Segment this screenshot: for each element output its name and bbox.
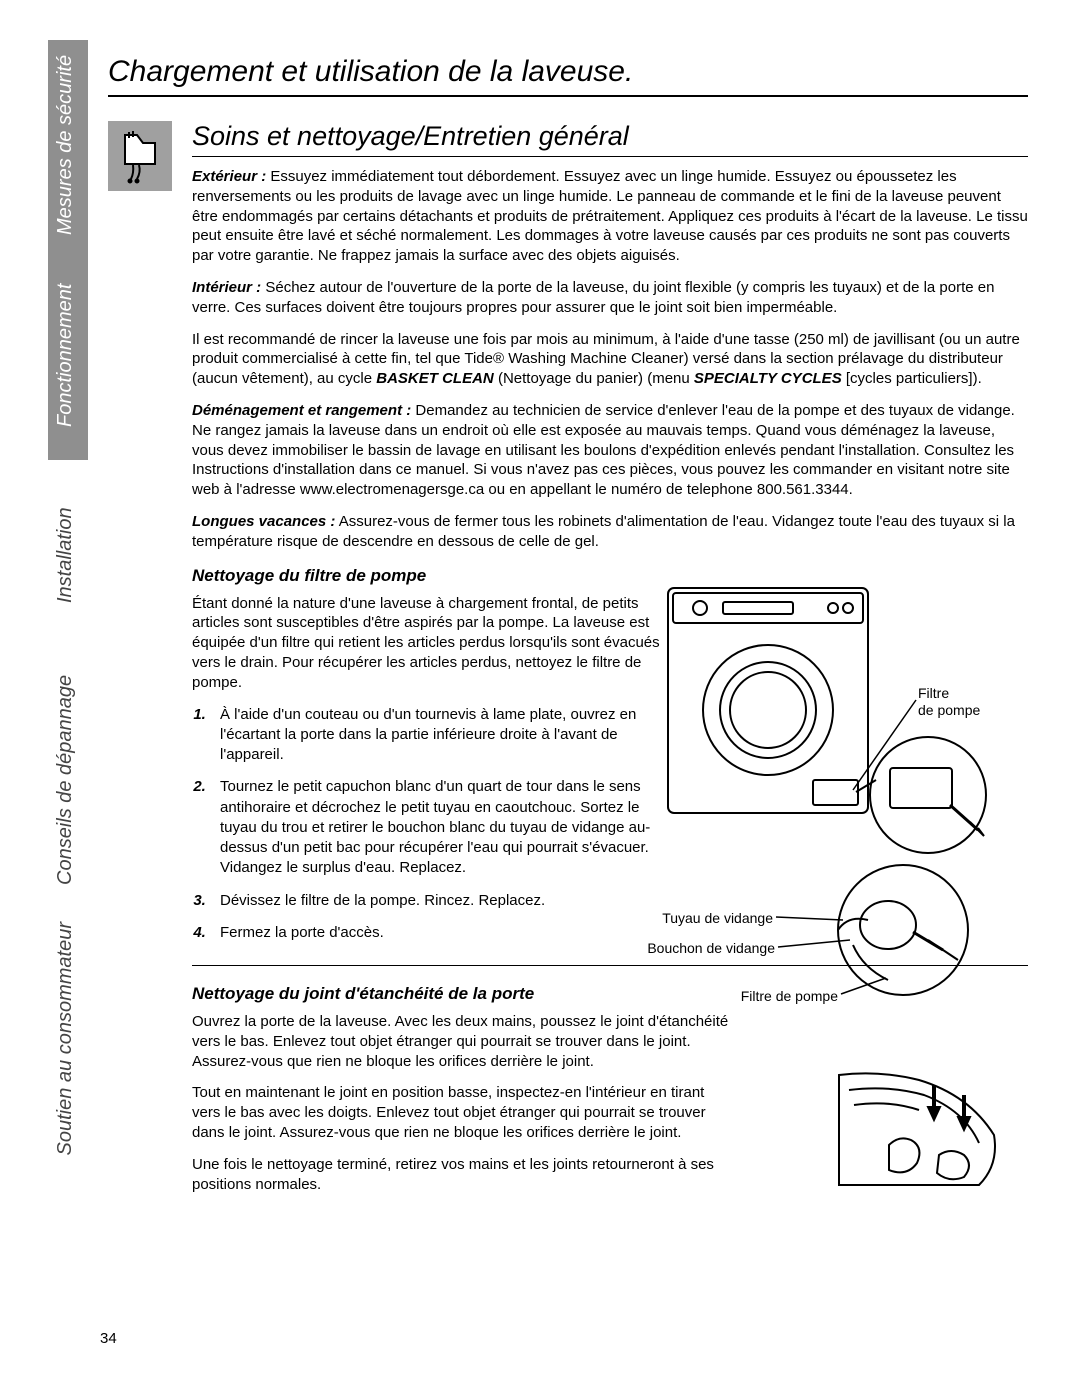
step-3: Dévissez le filtre de la pompe. Rincez. …: [210, 891, 667, 911]
page-title: Chargement et utilisation de la laveuse.: [108, 55, 1028, 97]
step-2: Tournez le petit capuchon blanc d'un qua…: [210, 777, 667, 878]
label-filter: Filtre de pompe: [918, 685, 980, 719]
care-icon: [108, 121, 172, 191]
pump-filter-steps: À l'aide d'un couteau ou d'un tournevis …: [192, 705, 667, 944]
gasket-p3: Une fois le nettoyage terminé, retirez v…: [192, 1155, 732, 1195]
para-rinse: Il est recommandé de rincer la laveuse u…: [192, 330, 1028, 389]
figure-washer: Filtre de pompe Tuyau de vidange Bouchon…: [638, 580, 1028, 1000]
step-1: À l'aide d'un couteau ou d'un tournevis …: [210, 705, 667, 766]
tab-operation[interactable]: Fonctionnement: [48, 250, 88, 460]
figure-gasket: [829, 1065, 1004, 1195]
label-drain-hose: Tuyau de vidange: [648, 910, 773, 927]
section-title: Soins et nettoyage/Entretien général: [192, 121, 1028, 157]
step-4: Fermez la porte d'accès.: [210, 923, 667, 943]
page-number: 34: [100, 1330, 117, 1347]
pump-filter-intro: Étant donné la nature d'une laveuse à ch…: [192, 594, 667, 693]
sidebar-tabs: Mesures de sécurité Fonctionnement Insta…: [48, 40, 88, 1280]
para-exterior: Extérieur : Essuyez immédiatement tout d…: [192, 167, 1028, 266]
tab-installation[interactable]: Installation: [48, 460, 88, 650]
para-interior: Intérieur : Séchez autour de l'ouverture…: [192, 278, 1028, 318]
tab-troubleshooting[interactable]: Conseils de dépannage: [48, 650, 88, 910]
label-pump-filter: Filtre de pompe: [718, 988, 838, 1005]
gasket-p1: Ouvrez la porte de la laveuse. Avec les …: [192, 1012, 732, 1071]
label-drain-cap: Bouchon de vidange: [620, 940, 775, 957]
tab-safety[interactable]: Mesures de sécurité: [48, 40, 88, 250]
page-content: Chargement et utilisation de la laveuse.…: [108, 55, 1028, 1206]
para-moving: Déménagement et rangement : Demandez au …: [192, 401, 1028, 500]
gasket-p2: Tout en maintenant le joint en position …: [192, 1083, 732, 1142]
para-vacation: Longues vacances : Assurez-vous de ferme…: [192, 512, 1028, 552]
tab-support[interactable]: Soutien au consommateur: [48, 910, 88, 1167]
